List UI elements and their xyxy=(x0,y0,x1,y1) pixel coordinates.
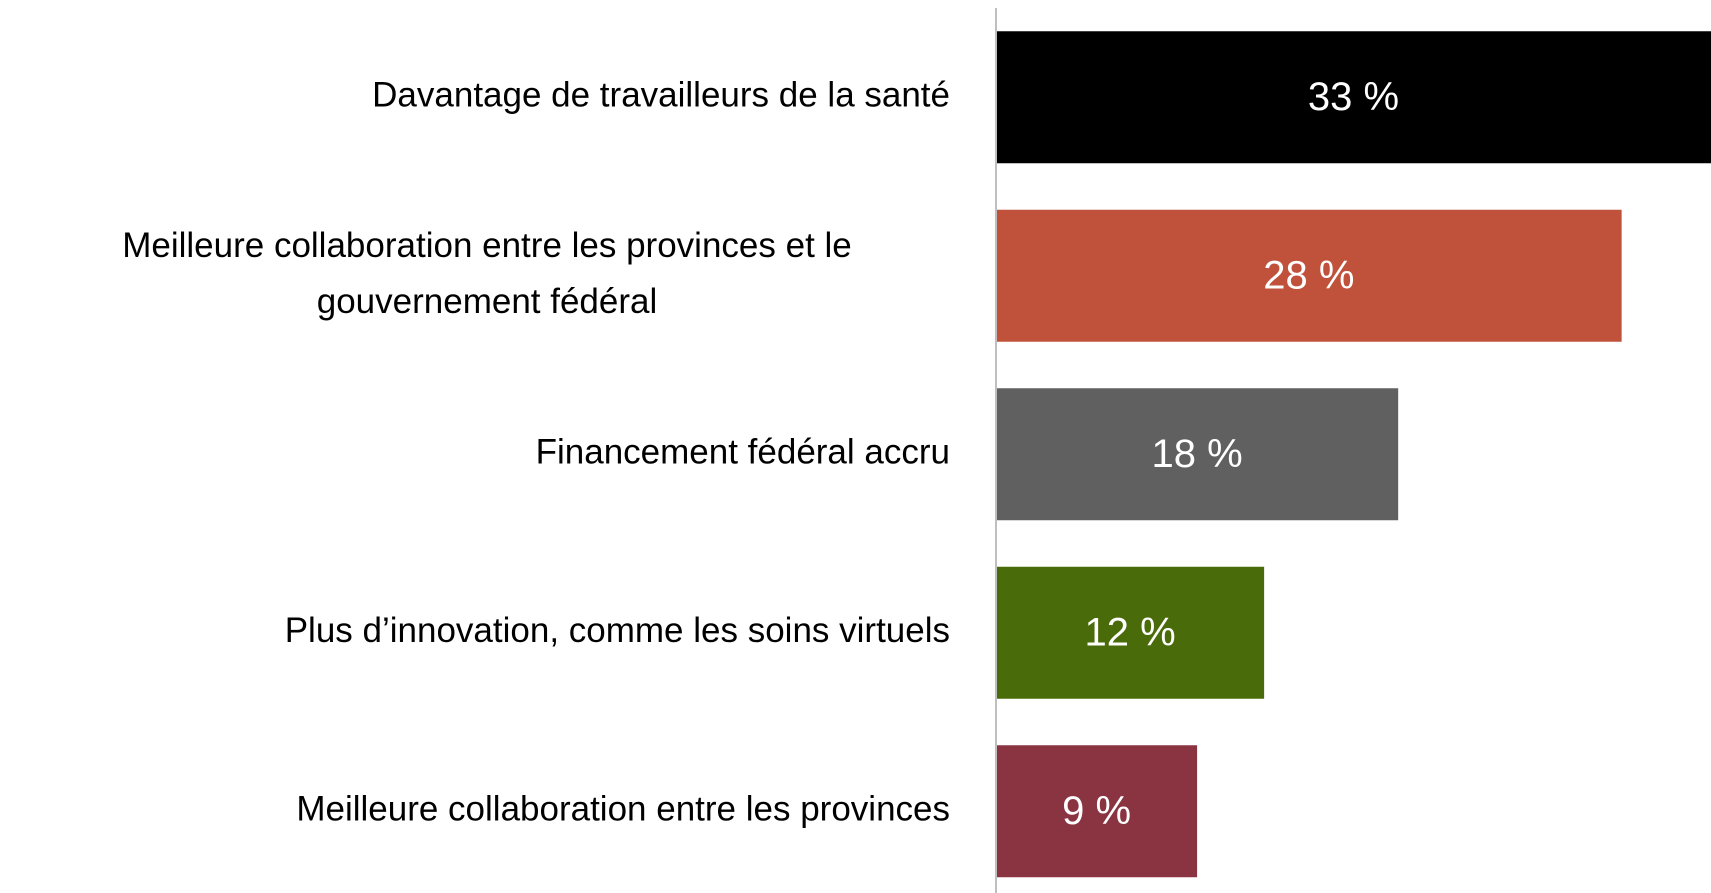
category-label: Meilleure collaboration entre les provin… xyxy=(296,790,950,829)
category-label: gouvernement fédéral xyxy=(317,282,658,321)
value-label: 28 % xyxy=(1263,253,1354,297)
value-label: 9 % xyxy=(1062,789,1131,833)
bar xyxy=(996,209,1622,342)
category-label: Meilleure collaboration entre les provin… xyxy=(122,226,852,265)
bar xyxy=(996,566,1265,699)
bar xyxy=(996,388,1399,521)
category-label: Financement fédéral accru xyxy=(536,433,950,472)
value-label: 18 % xyxy=(1152,432,1243,476)
bars xyxy=(996,31,1711,878)
category-label: Davantage de travailleurs de la santé xyxy=(372,76,950,115)
category-label: Plus d’innovation, comme les soins virtu… xyxy=(285,611,950,650)
value-label: 12 % xyxy=(1084,610,1175,654)
bar xyxy=(996,31,1711,164)
bar xyxy=(996,745,1198,878)
value-label: 33 % xyxy=(1308,75,1399,119)
